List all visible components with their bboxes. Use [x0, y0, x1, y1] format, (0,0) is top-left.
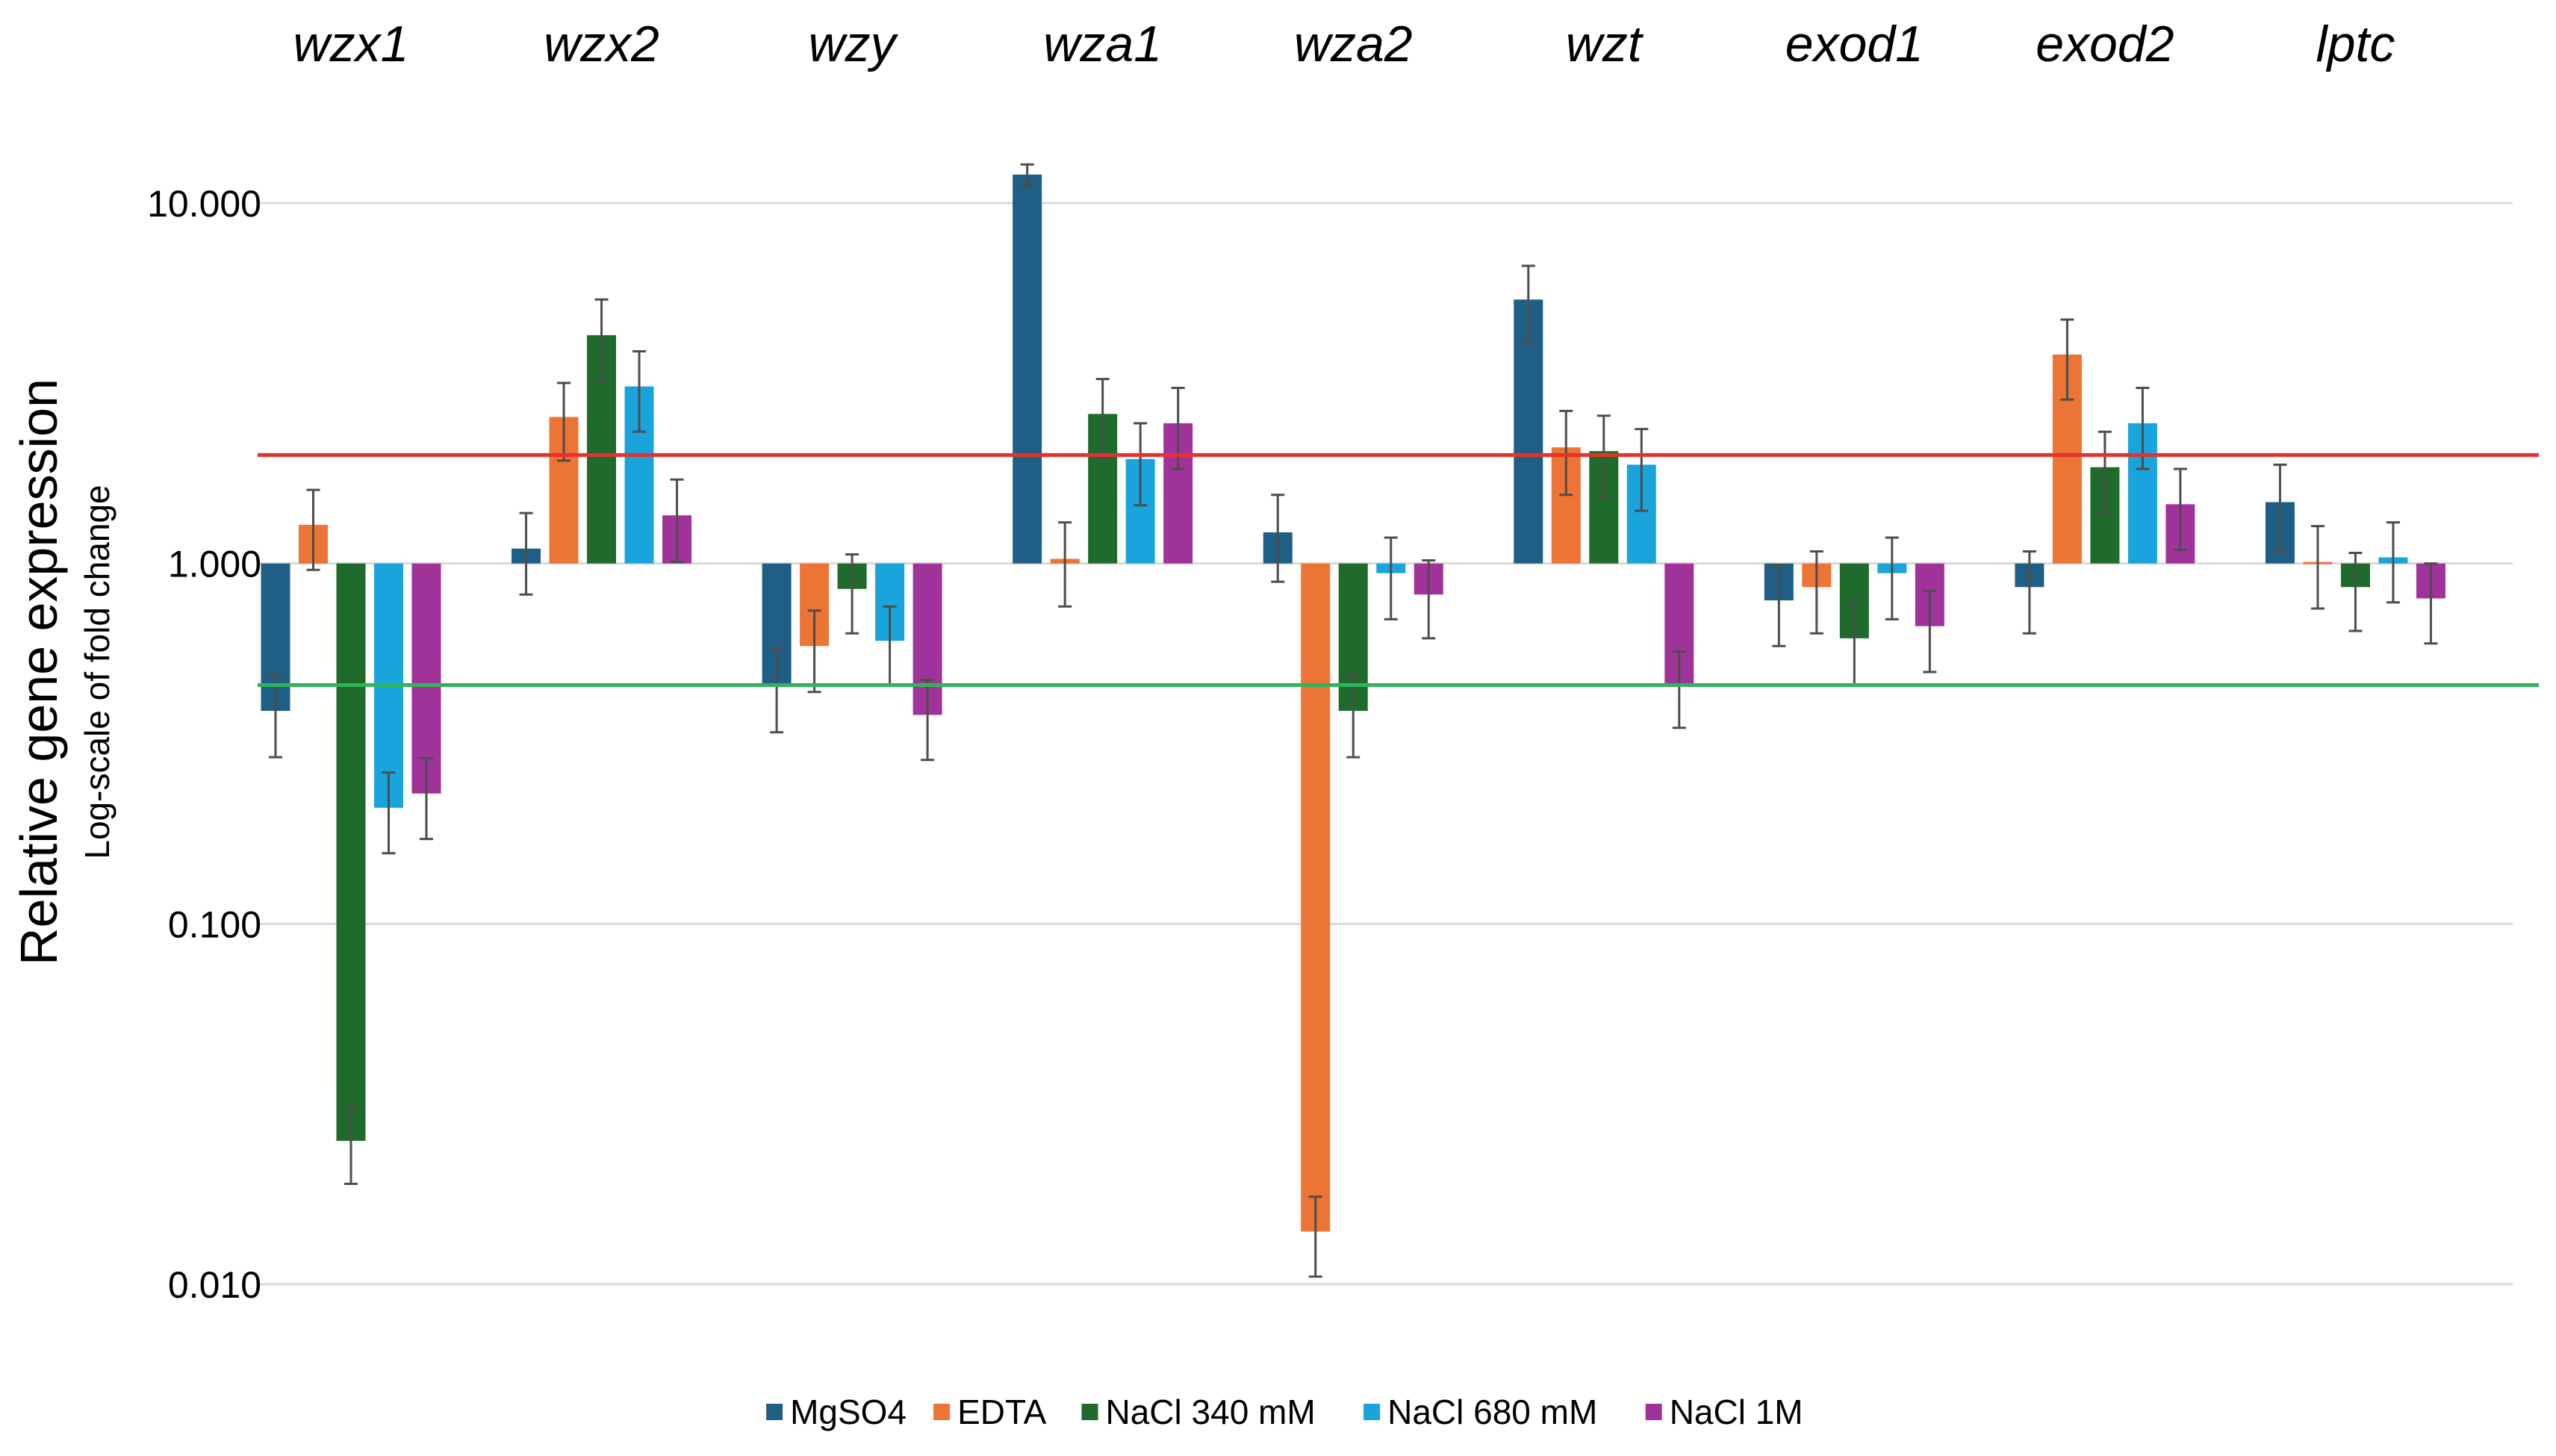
reference-lines — [258, 452, 2539, 687]
legend-swatch-3 — [1363, 1404, 1381, 1420]
error-bars — [269, 163, 2438, 1278]
gene-label-wzt: wzt — [1566, 16, 1644, 72]
legend-label-1: EDTA — [957, 1393, 1047, 1431]
legend-swatch-4 — [1645, 1404, 1662, 1420]
y-tick-label: 10.000 — [147, 183, 261, 225]
legend-label-3: NaCl 680 mM — [1387, 1393, 1597, 1431]
y-tick-label: 1.000 — [168, 544, 261, 585]
legend-label-2: NaCl 340 mM — [1106, 1393, 1316, 1431]
gene-label-exod2: exod2 — [2036, 16, 2174, 72]
y-tick-label: 0.010 — [168, 1264, 261, 1306]
legend-swatch-1 — [933, 1404, 951, 1420]
gene-label-lptc: lptc — [2316, 16, 2395, 72]
gene-label-wzx1: wzx1 — [293, 16, 409, 72]
gene-labels: wzx1 wzx2 wzy wza1 wza2 wzt exod1 exod2 lptc — [293, 16, 2395, 72]
y-axis-titles: Relative gene expression Log-scale of fo… — [10, 379, 116, 965]
y-tick-labels: 0.010 0.100 1.000 10.000 — [147, 183, 261, 1306]
gene-label-exod1: exod1 — [1785, 16, 1924, 72]
gene-label-wzy: wzy — [809, 16, 899, 72]
legend: MgSO4 EDTA NaCl 340 mM NaCl 680 mM NaCl 1M — [766, 1393, 1803, 1431]
bars — [261, 174, 2445, 1232]
legend-label-0: MgSO4 — [790, 1393, 907, 1431]
gene-label-wzx2: wzx2 — [544, 16, 659, 72]
legend-swatch-0 — [766, 1404, 783, 1420]
bar-wzx1-4 — [411, 563, 441, 794]
legend-label-4: NaCl 1M — [1670, 1393, 1803, 1431]
bar-wza2-1 — [1301, 563, 1331, 1232]
y-axis-title: Relative gene expression — [10, 379, 68, 965]
bar-wzx1-2 — [336, 563, 366, 1141]
bar-wza1-0 — [1013, 174, 1042, 564]
y-tick-label: 0.100 — [168, 903, 261, 945]
gene-label-wza2: wza2 — [1294, 16, 1413, 72]
gene-label-wza1: wza1 — [1043, 16, 1162, 72]
legend-swatch-2 — [1081, 1404, 1098, 1420]
y-axis-subtitle: Log-scale of fold change — [78, 485, 116, 859]
